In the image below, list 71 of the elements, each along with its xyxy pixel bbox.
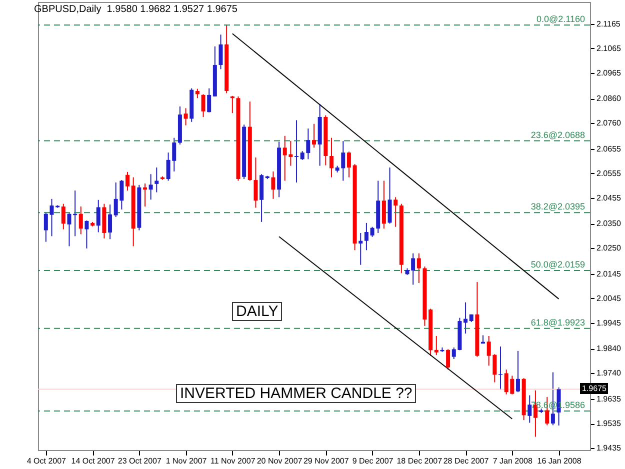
x-tick-label: 14 Oct 2007: [71, 456, 116, 466]
candlestick: [218, 34, 223, 70]
candlestick: [382, 180, 386, 230]
y-tick-label: 2.0655: [596, 144, 622, 154]
y-tick-label: 1.9945: [596, 318, 622, 328]
y-tick-label: 2.0045: [596, 294, 622, 303]
x-tick-label: 18 Dec 2007: [396, 456, 443, 466]
candlestick: [416, 252, 421, 284]
y-tick-label: 2.0145: [596, 269, 622, 278]
candlestick: [84, 220, 89, 249]
y-tick-label: 2.0455: [596, 193, 622, 202]
y-tick-label: 1.9635: [596, 394, 622, 404]
y-tick-label: 2.0760: [596, 118, 622, 128]
candlestick: [388, 167, 392, 224]
y-tick-label: 1.9840: [596, 344, 622, 354]
candlestick: [201, 94, 206, 118]
candlestick: [411, 252, 416, 286]
x-tick-label: 11 Nov 2007: [210, 456, 256, 466]
candlestick: [195, 88, 200, 99]
candlestick: [96, 199, 100, 233]
y-tick-label: 1.9535: [596, 419, 622, 428]
ref-line-label: 61.8@1.9923: [530, 317, 585, 328]
ref-line-label: 1.9675: [580, 383, 608, 394]
y-tick-label: 2.0555: [596, 168, 622, 178]
ref-line-label: 50.0@2.0159: [530, 260, 585, 270]
candlestick: [142, 182, 147, 208]
y-tick-label: 2.0250: [596, 244, 622, 253]
x-tick-label: 23 Oct 2007: [118, 456, 162, 466]
ref-line-label: 23.6@2.0688: [530, 130, 585, 140]
y-tick-label: 2.0350: [596, 219, 622, 228]
candlestick: [434, 335, 438, 356]
candlestick: [148, 174, 153, 200]
y-tick-label: 2.0860: [596, 94, 622, 104]
x-tick-label: 9 Dec 2007: [352, 456, 394, 466]
y-tick-label: 2.1165: [596, 19, 621, 28]
x-tick-label: 28 Dec 2007: [443, 456, 490, 466]
ref-line-label: 0.0@2.1160: [536, 14, 585, 24]
chart-title: GBPUSD,Daily 1.9580 1.9682 1.9527 1.9675: [34, 4, 238, 15]
x-tick-label: 16 Jan 2008: [537, 456, 582, 466]
x-tick-label: 4 Oct 2007: [26, 456, 67, 466]
annotation: INVERTED HAMMER CANDLE ??: [176, 384, 416, 403]
annotation: DAILY: [232, 302, 282, 321]
candlestick: [394, 196, 398, 228]
candlestick: [364, 222, 368, 251]
candlestick: [312, 123, 316, 148]
candlestick: [294, 120, 299, 183]
candlestick: [516, 350, 520, 393]
candlestick: [207, 88, 212, 113]
candlestick: [271, 170, 276, 200]
candlestick: [446, 348, 450, 370]
x-tick-label: 7 Jan 2008: [492, 456, 533, 466]
candlestick: [346, 151, 351, 178]
candlestick: [67, 212, 72, 247]
candlestick: [358, 232, 363, 266]
ref-line-label: 38.2@2.0395: [530, 202, 585, 212]
y-tick-label: 1.9435: [596, 444, 622, 453]
y-tick-label: 2.1065: [596, 44, 622, 53]
x-tick-label: 1 Nov 2007: [166, 456, 208, 466]
candlestick: [61, 203, 66, 230]
candlestick: [154, 167, 159, 193]
candlestick: [126, 171, 130, 192]
x-tick-label: 29 Nov 2007: [303, 456, 350, 466]
candlestick: [184, 108, 188, 126]
candlestick: [528, 394, 532, 424]
y-tick-label: 1.9740: [596, 368, 622, 378]
candlestick: [108, 204, 112, 240]
candlestick: [254, 156, 258, 208]
candlestick: [329, 137, 334, 178]
x-tick-label: 20 Nov 2007: [256, 456, 303, 466]
y-tick-label: 2.0965: [596, 68, 622, 78]
candlestick: [78, 206, 83, 235]
